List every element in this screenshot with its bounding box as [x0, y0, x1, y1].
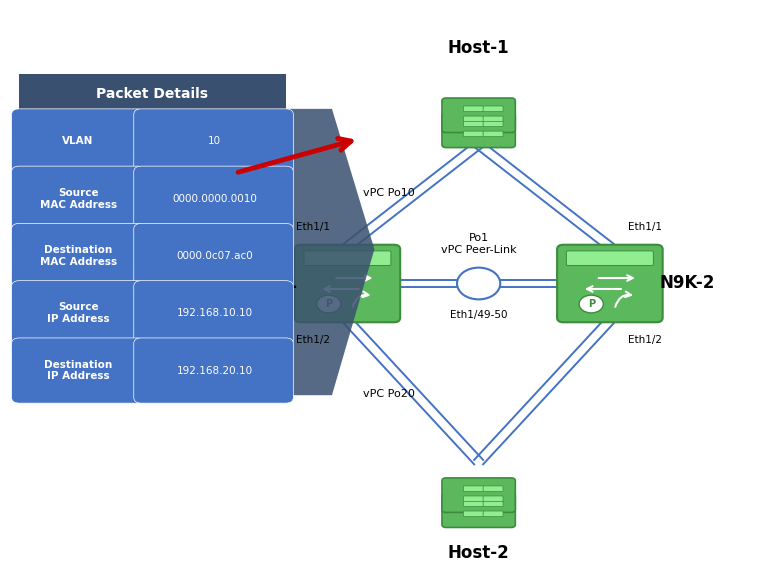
Text: vPC Po20: vPC Po20	[363, 389, 415, 399]
FancyBboxPatch shape	[295, 245, 400, 322]
FancyBboxPatch shape	[483, 116, 503, 121]
Text: P: P	[587, 299, 594, 309]
Circle shape	[457, 268, 500, 299]
FancyBboxPatch shape	[483, 121, 503, 126]
Polygon shape	[286, 109, 374, 395]
FancyBboxPatch shape	[134, 166, 293, 231]
FancyBboxPatch shape	[134, 338, 293, 403]
FancyBboxPatch shape	[463, 121, 483, 126]
Text: 192.168.20.10: 192.168.20.10	[177, 366, 252, 375]
FancyBboxPatch shape	[12, 338, 144, 403]
Text: Eth1/1: Eth1/1	[296, 222, 330, 232]
FancyBboxPatch shape	[463, 511, 483, 517]
FancyBboxPatch shape	[134, 109, 293, 174]
Text: 10: 10	[208, 137, 222, 146]
FancyBboxPatch shape	[442, 493, 516, 527]
Text: VLAN: VLAN	[63, 137, 93, 146]
FancyBboxPatch shape	[483, 496, 503, 501]
FancyBboxPatch shape	[557, 245, 662, 322]
FancyBboxPatch shape	[442, 113, 516, 147]
Text: Host-1: Host-1	[448, 39, 510, 57]
FancyBboxPatch shape	[463, 116, 483, 121]
Text: Source
MAC Address: Source MAC Address	[39, 188, 117, 210]
FancyBboxPatch shape	[134, 281, 293, 346]
FancyBboxPatch shape	[304, 251, 391, 265]
Circle shape	[579, 295, 604, 313]
FancyBboxPatch shape	[463, 501, 483, 506]
Text: Destination
IP Address: Destination IP Address	[44, 359, 112, 382]
FancyBboxPatch shape	[463, 496, 483, 501]
FancyBboxPatch shape	[12, 166, 144, 231]
Text: Packet Details: Packet Details	[96, 87, 208, 101]
Text: 0000.0000.0010: 0000.0000.0010	[172, 194, 257, 204]
FancyBboxPatch shape	[463, 131, 483, 137]
FancyBboxPatch shape	[463, 486, 483, 492]
FancyBboxPatch shape	[12, 223, 144, 289]
FancyBboxPatch shape	[483, 511, 503, 517]
Text: 0000.0c07.ac0: 0000.0c07.ac0	[176, 251, 253, 261]
FancyBboxPatch shape	[567, 251, 653, 265]
FancyBboxPatch shape	[483, 501, 503, 506]
FancyBboxPatch shape	[134, 223, 293, 289]
Text: Source
IP Address: Source IP Address	[47, 302, 110, 324]
Text: Destination
MAC Address: Destination MAC Address	[39, 245, 117, 267]
Text: Host-2: Host-2	[448, 544, 510, 562]
FancyBboxPatch shape	[442, 478, 516, 513]
FancyBboxPatch shape	[12, 109, 144, 174]
Text: Eth1/2: Eth1/2	[628, 335, 662, 345]
Circle shape	[317, 295, 341, 313]
Text: Eth1/1: Eth1/1	[628, 222, 662, 232]
Text: 192.168.10.10: 192.168.10.10	[177, 308, 252, 318]
Text: Eth1/2: Eth1/2	[296, 335, 330, 345]
FancyBboxPatch shape	[483, 486, 503, 492]
FancyBboxPatch shape	[19, 74, 286, 115]
Text: P: P	[325, 299, 332, 309]
FancyBboxPatch shape	[12, 281, 144, 346]
Text: Eth1/49-50: Eth1/49-50	[450, 310, 507, 320]
Text: N9K-1: N9K-1	[242, 274, 298, 293]
Text: N9K-2: N9K-2	[659, 274, 715, 293]
Text: vPC Po10: vPC Po10	[363, 188, 415, 198]
FancyBboxPatch shape	[463, 106, 483, 112]
FancyBboxPatch shape	[483, 131, 503, 137]
Text: Po1
vPC Peer-Link: Po1 vPC Peer-Link	[441, 233, 516, 255]
FancyBboxPatch shape	[442, 98, 516, 133]
FancyBboxPatch shape	[483, 106, 503, 112]
